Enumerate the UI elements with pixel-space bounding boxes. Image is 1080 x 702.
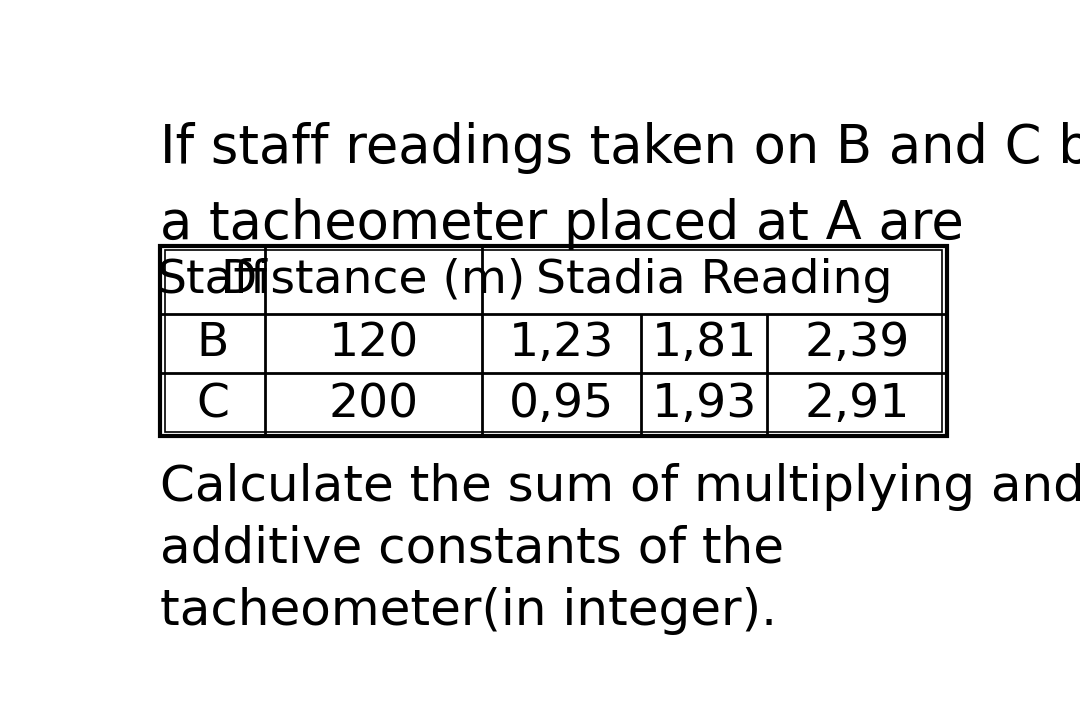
Text: 0,95: 0,95 — [510, 382, 615, 427]
Text: Stadia Reading: Stadia Reading — [537, 258, 893, 303]
Text: 200: 200 — [328, 382, 419, 427]
Text: 1,23: 1,23 — [509, 322, 615, 366]
Text: additive constants of the: additive constants of the — [160, 525, 784, 573]
Text: 2,39: 2,39 — [805, 322, 909, 366]
Text: 1,93: 1,93 — [651, 382, 757, 427]
Text: Calculate the sum of multiplying and: Calculate the sum of multiplying and — [160, 463, 1080, 510]
Text: 120: 120 — [328, 322, 419, 366]
Text: 2,91: 2,91 — [805, 382, 909, 427]
Text: tacheometer(in integer).: tacheometer(in integer). — [160, 587, 778, 635]
Text: If staff readings taken on B and C by: If staff readings taken on B and C by — [160, 122, 1080, 174]
Text: Distance (m): Distance (m) — [221, 258, 526, 303]
Text: B: B — [197, 322, 229, 366]
Text: Staff: Staff — [157, 258, 268, 303]
Text: C: C — [195, 382, 229, 427]
Text: 1,81: 1,81 — [651, 322, 757, 366]
Text: a tacheometer placed at A are: a tacheometer placed at A are — [160, 198, 963, 250]
